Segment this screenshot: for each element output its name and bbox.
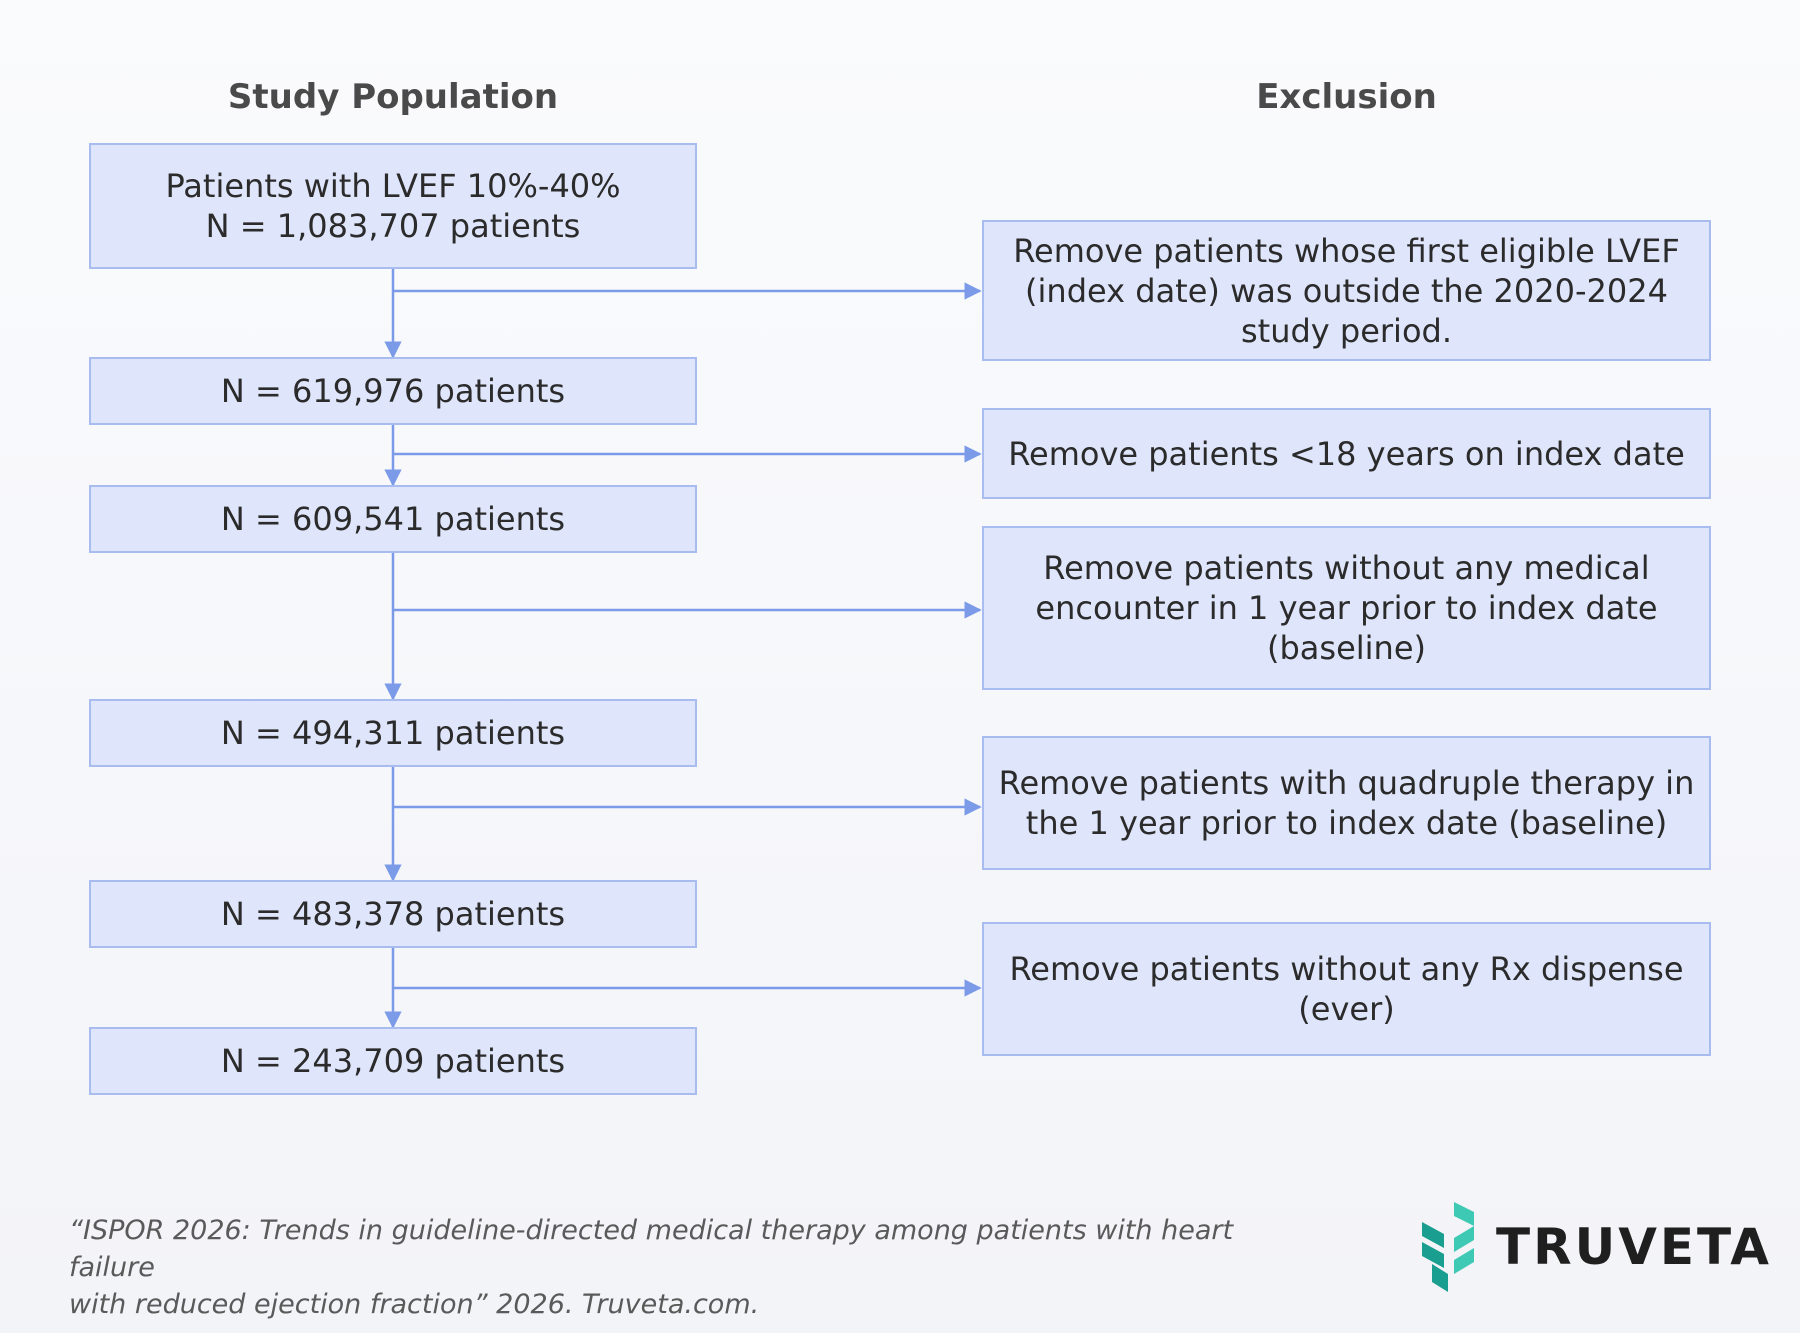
truveta-logo-text: TRUVETA <box>1496 1218 1772 1276</box>
population-box-step-4: N = 494,311 patients <box>89 699 697 767</box>
population-box-initial-line1: Patients with LVEF 10%-40% <box>165 167 621 205</box>
truveta-logo: TRUVETA <box>1420 1202 1772 1292</box>
population-box-step-3: N = 609,541 patients <box>89 485 697 553</box>
population-box-final-text: N = 243,709 patients <box>220 1042 566 1080</box>
population-box-step-4-text: N = 494,311 patients <box>220 714 566 752</box>
citation-line1: “ISPOR 2026: Trends in guideline-directe… <box>69 1215 1234 1283</box>
citation: “ISPOR 2026: Trends in guideline-directe… <box>69 1212 1299 1323</box>
population-box-initial-line2: N = 1,083,707 patients <box>205 207 581 245</box>
exclusion-rx-dispense-line1: Remove patients without any Rx dispense <box>1009 950 1684 988</box>
exclusion-heading: Exclusion <box>1256 77 1437 117</box>
exclusion-box-medical-encounter: Remove patients without any medical enco… <box>982 526 1711 690</box>
citation-line2: with reduced ejection fraction” 2026. Tr… <box>69 1289 760 1320</box>
population-box-step-3-text: N = 609,541 patients <box>220 500 566 538</box>
exclusion-study-period-line2: (index date) was outside the 2020-2024 <box>1025 271 1668 310</box>
exclusion-age-text: Remove patients <18 years on index date <box>1008 434 1685 473</box>
population-box-initial: Patients with LVEF 10%-40% N = 1,083,707… <box>89 143 697 269</box>
exclusion-quadruple-therapy-line1: Remove patients with quadruple therapy i… <box>998 764 1695 802</box>
exclusion-medical-encounter-line3: (baseline) <box>1266 629 1426 667</box>
exclusion-box-rx-dispense: Remove patients without any Rx dispense … <box>982 922 1711 1056</box>
population-box-step-2-text: N = 619,976 patients <box>220 372 566 410</box>
population-box-step-5-text: N = 483,378 patients <box>220 895 566 933</box>
exclusion-medical-encounter-line2: encounter in 1 year prior to index date <box>1035 589 1658 627</box>
exclusion-quadruple-therapy-line2: the 1 year prior to index date (baseline… <box>1025 804 1668 842</box>
exclusion-study-period-line1: Remove patients whose first eligible LVE… <box>1013 231 1680 270</box>
population-box-final: N = 243,709 patients <box>89 1027 697 1095</box>
exclusion-study-period-line3: study period. <box>1240 311 1452 350</box>
exclusion-box-age: Remove patients <18 years on index date <box>982 408 1711 499</box>
population-box-step-2: N = 619,976 patients <box>89 357 697 425</box>
truveta-logo-icon <box>1422 1202 1474 1292</box>
exclusion-rx-dispense-line2: (ever) <box>1298 990 1395 1028</box>
study-population-heading: Study Population <box>227 77 559 117</box>
exclusion-medical-encounter-line1: Remove patients without any medical <box>1043 549 1650 587</box>
exclusion-box-quadruple-therapy: Remove patients with quadruple therapy i… <box>982 736 1711 870</box>
exclusion-box-study-period: Remove patients whose first eligible LVE… <box>982 220 1711 361</box>
population-box-step-5: N = 483,378 patients <box>89 880 697 948</box>
